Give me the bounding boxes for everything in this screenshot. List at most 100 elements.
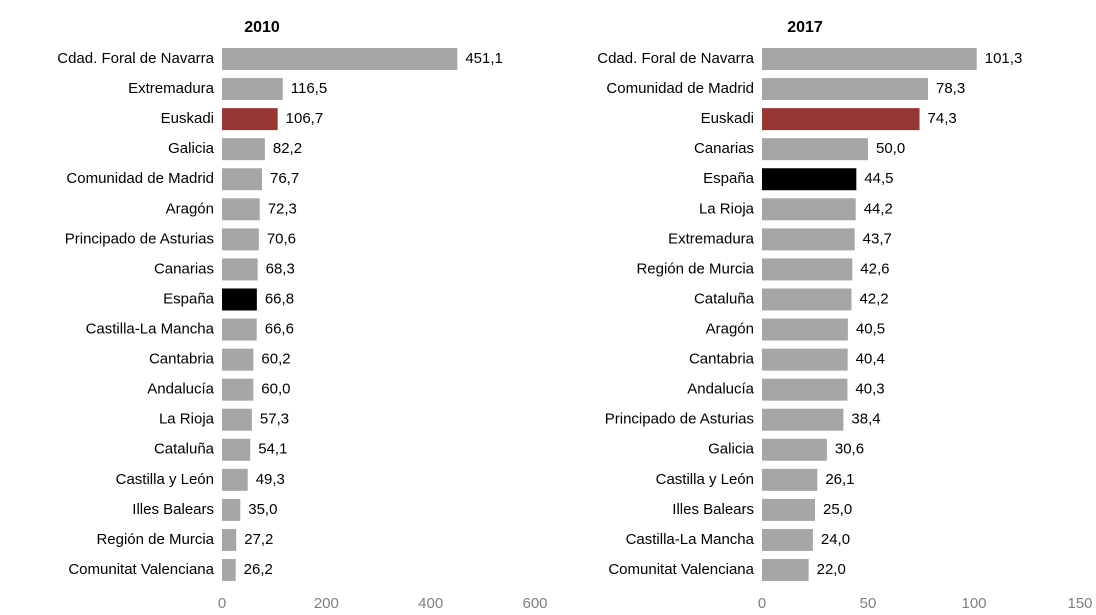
chart-title: 2017	[787, 19, 823, 36]
value-label: 66,8	[265, 290, 294, 307]
value-label: 24,0	[821, 531, 850, 548]
category-label: Andalucía	[687, 381, 754, 398]
bar	[762, 468, 818, 491]
value-label: 40,4	[856, 351, 885, 368]
category-label: Cataluña	[154, 441, 215, 458]
category-label: Cataluña	[694, 290, 755, 307]
value-label: 40,5	[856, 321, 885, 338]
bar	[762, 498, 815, 521]
category-label: Región de Murcia	[636, 260, 754, 277]
x-tick-label: 400	[418, 595, 443, 612]
bar	[222, 559, 236, 582]
category-label: Aragón	[166, 200, 214, 217]
value-label: 44,5	[864, 170, 893, 187]
category-label: Cantabria	[149, 351, 215, 368]
bar	[762, 138, 868, 161]
category-label: Extremadura	[668, 230, 755, 247]
bar	[222, 78, 283, 101]
bar	[762, 288, 852, 311]
bar	[222, 378, 254, 401]
category-label: Cantabria	[689, 351, 755, 368]
bar	[762, 198, 856, 221]
category-label: Illes Balears	[132, 501, 214, 518]
value-label: 27,2	[244, 531, 273, 548]
x-tick-label: 0	[218, 595, 226, 612]
value-label: 57,3	[260, 411, 289, 428]
bar	[222, 408, 252, 431]
bar	[222, 108, 278, 131]
category-label: Aragón	[706, 321, 754, 338]
x-tick-label: 100	[961, 595, 986, 612]
bar	[222, 258, 258, 281]
category-label: España	[703, 170, 755, 187]
value-label: 26,2	[244, 561, 273, 578]
value-label: 50,0	[876, 140, 905, 157]
category-label: La Rioja	[699, 200, 755, 217]
category-label: Castilla-La Mancha	[86, 321, 215, 338]
category-label: Galicia	[708, 441, 755, 458]
category-label: Canarias	[154, 260, 214, 277]
bar	[222, 348, 254, 371]
bar	[222, 228, 259, 251]
value-label: 22,0	[817, 561, 846, 578]
bar	[762, 48, 977, 70]
value-label: 43,7	[863, 230, 892, 247]
value-label: 44,2	[864, 200, 893, 217]
value-label: 66,6	[265, 321, 294, 338]
value-label: 42,6	[860, 260, 889, 277]
bar	[762, 258, 853, 281]
category-label: Comunitat Valenciana	[608, 561, 754, 578]
bar	[762, 528, 813, 551]
value-label: 26,1	[825, 471, 854, 488]
category-label: Canarias	[694, 140, 754, 157]
bar	[762, 348, 848, 371]
bar	[222, 438, 251, 461]
bar	[222, 288, 257, 311]
category-label: Euskadi	[161, 110, 214, 127]
value-label: 106,7	[286, 110, 324, 127]
value-label: 68,3	[266, 260, 295, 277]
value-label: 49,3	[256, 471, 285, 488]
chart-title: 2010	[244, 19, 280, 36]
x-tick-label: 50	[860, 595, 877, 612]
category-label: Comunidad de Madrid	[66, 170, 214, 187]
value-label: 25,0	[823, 501, 852, 518]
category-label: Extremadura	[128, 80, 215, 97]
x-tick-label: 200	[314, 595, 339, 612]
bar	[762, 108, 920, 131]
category-label: Principado de Asturias	[65, 230, 214, 247]
bar	[762, 78, 928, 101]
category-label: Cdad. Foral de Navarra	[57, 50, 214, 67]
bar	[762, 559, 809, 582]
bar	[762, 408, 844, 431]
value-label: 451,1	[465, 50, 503, 67]
bar	[762, 228, 855, 251]
x-tick-label: 150	[1067, 595, 1092, 612]
value-label: 101,3	[985, 50, 1023, 67]
category-label: Andalucía	[147, 381, 214, 398]
bar	[222, 138, 265, 161]
bar	[222, 48, 458, 70]
category-label: Comunitat Valenciana	[68, 561, 214, 578]
category-label: Principado de Asturias	[605, 411, 754, 428]
value-label: 78,3	[936, 80, 965, 97]
category-label: Galicia	[168, 140, 215, 157]
value-label: 38,4	[851, 411, 880, 428]
category-label: La Rioja	[159, 411, 215, 428]
bar	[762, 378, 848, 401]
value-label: 70,6	[267, 230, 296, 247]
category-label: Euskadi	[701, 110, 754, 127]
value-label: 54,1	[258, 441, 287, 458]
category-label: Región de Murcia	[96, 531, 214, 548]
value-label: 76,7	[270, 170, 299, 187]
bar	[762, 318, 848, 341]
value-label: 30,6	[835, 441, 864, 458]
value-label: 72,3	[268, 200, 297, 217]
category-label: Comunidad de Madrid	[606, 80, 754, 97]
value-label: 42,2	[859, 290, 888, 307]
value-label: 35,0	[248, 501, 277, 518]
value-label: 40,3	[855, 381, 884, 398]
bar	[762, 168, 857, 191]
value-label: 82,2	[273, 140, 302, 157]
